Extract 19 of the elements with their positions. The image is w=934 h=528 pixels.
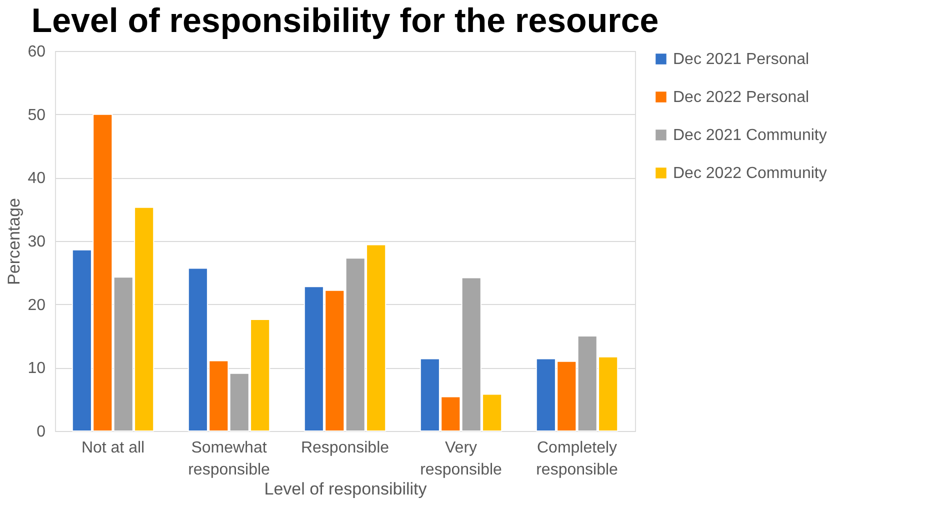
chart-title: Level of responsibility for the resource xyxy=(31,2,659,40)
x-axis-title: Level of responsibility xyxy=(264,480,428,498)
legend-label: Dec 2021 Community xyxy=(673,127,827,144)
y-tick-label: 40 xyxy=(28,170,46,188)
y-tick-label: 10 xyxy=(28,360,46,378)
x-tick-label: Somewhat responsible xyxy=(188,440,270,478)
x-tick-label: Responsible xyxy=(300,440,390,456)
legend-label: Dec 2022 Personal xyxy=(673,89,810,106)
x-tick-label: Not at all xyxy=(81,440,145,456)
legend-label: Dec 2022 Community xyxy=(673,165,827,182)
y-axis-title: Percentage xyxy=(4,198,24,285)
x-tick-label: Completely responsible xyxy=(536,440,618,478)
y-tick-label: 30 xyxy=(28,234,46,250)
y-tick-label: 0 xyxy=(36,424,46,440)
y-tick-label: 20 xyxy=(28,296,46,314)
legend-label: Dec 2021 Personal xyxy=(673,51,810,68)
x-tick-label: Very responsible xyxy=(420,440,502,478)
y-tick-label: 50 xyxy=(28,106,46,124)
y-tick-label: 60 xyxy=(28,44,46,60)
